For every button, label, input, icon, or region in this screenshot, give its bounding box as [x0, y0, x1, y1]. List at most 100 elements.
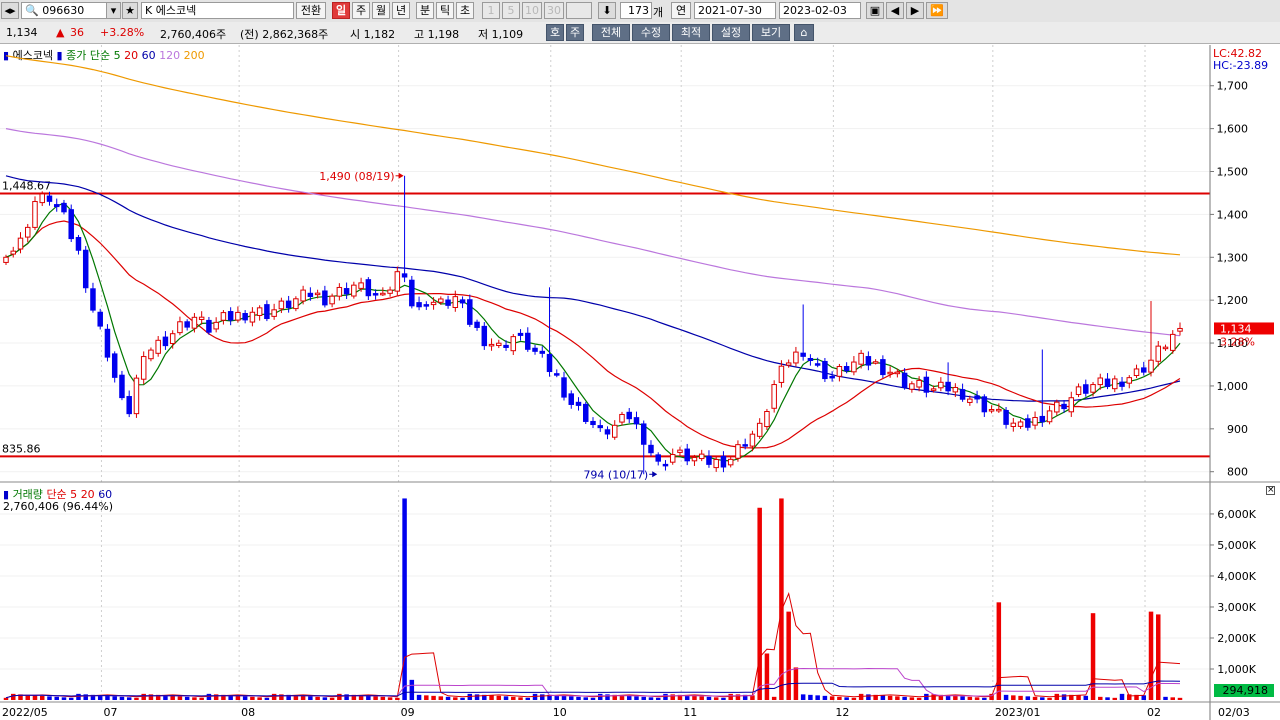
settings-button[interactable]: 설정 — [712, 24, 750, 41]
stock-code-input[interactable]: 🔍 096630 — [21, 2, 121, 19]
optimize-button[interactable]: 최적 — [672, 24, 710, 41]
volume-bar — [1141, 695, 1147, 700]
candle-body — [10, 250, 16, 255]
minute-1-button[interactable]: 1 — [482, 2, 500, 19]
arrow-left-icon[interactable]: ◀ — [886, 2, 904, 19]
x-tick-label: 02/03 — [1218, 706, 1250, 719]
period-month-button[interactable]: 월 — [372, 2, 390, 19]
count-field[interactable]: 173 — [620, 2, 652, 19]
x-tick-label: 2023/01 — [995, 706, 1041, 719]
volume-bar — [808, 694, 813, 700]
candle-body — [343, 288, 350, 295]
candlesticks — [3, 175, 1183, 475]
view-all-button[interactable]: 전체 — [592, 24, 630, 41]
candle-body — [698, 453, 705, 460]
candle-body — [1068, 397, 1075, 413]
volume-bar — [1148, 611, 1154, 700]
candle-body — [271, 309, 277, 317]
arrow-right-icon[interactable]: ▶ — [906, 2, 924, 19]
candle-body — [438, 298, 444, 303]
candle-body — [459, 299, 466, 304]
ma20-line — [5, 220, 1181, 449]
volume-bar — [453, 697, 458, 700]
minute-5-button[interactable]: 5 — [502, 2, 520, 19]
expand-icon[interactable]: ◂▸ — [1, 2, 19, 19]
ma20-label: 20 — [124, 49, 139, 62]
code-dropdown-icon[interactable]: ▾ — [106, 2, 121, 19]
end-date-field[interactable]: 2023-02-03 — [779, 2, 861, 19]
volume-bar — [264, 697, 270, 700]
volume-bar — [1156, 614, 1161, 700]
adjust-button[interactable]: 수정 — [632, 24, 670, 41]
period-second-button[interactable]: 초 — [456, 2, 474, 19]
quote-button-1[interactable]: 호 — [546, 24, 564, 41]
volume-tick-label: 1,000K — [1217, 663, 1256, 676]
candle-body — [785, 362, 792, 366]
volume-bar — [177, 696, 183, 700]
fast-forward-icon[interactable]: ⏩ — [926, 2, 948, 19]
volume-bar — [670, 694, 675, 700]
candle-body — [1119, 381, 1125, 387]
volume-bar — [221, 694, 226, 700]
save-disk-icon[interactable]: ▣ — [866, 2, 884, 19]
period-tick-button[interactable]: 틱 — [436, 2, 454, 19]
candle-body — [510, 336, 517, 352]
candle-body — [365, 279, 372, 297]
close-small-icon[interactable]: × — [1266, 485, 1275, 495]
candle-body — [148, 349, 154, 360]
candle-body — [1075, 386, 1082, 396]
candle-body — [358, 282, 364, 289]
volume-bar — [68, 697, 74, 700]
convert-button[interactable]: 전환 — [296, 2, 326, 19]
minute-30-button[interactable]: 30 — [544, 2, 564, 19]
custom-interval-field[interactable] — [566, 2, 592, 19]
volume-bar — [199, 697, 204, 700]
volume-bar — [554, 695, 560, 700]
volume-bar — [837, 696, 842, 700]
x-tick-label: 02 — [1147, 706, 1161, 719]
favorite-star-icon[interactable]: ★ — [122, 2, 138, 19]
minute-10-button[interactable]: 10 — [522, 2, 542, 19]
candle-body — [887, 371, 893, 375]
volume-bar — [141, 693, 146, 700]
period-day-button[interactable]: 일 — [332, 2, 350, 19]
candle-body — [191, 316, 198, 329]
last-price-box — [1214, 322, 1274, 335]
volume-bar — [742, 694, 748, 700]
ma60-label: 60 — [141, 49, 156, 62]
candle-body — [655, 454, 661, 462]
volume-bar — [692, 695, 697, 700]
candle-body — [104, 328, 111, 358]
download-arrow-icon[interactable]: ⬇ — [598, 2, 616, 19]
period-minute-button[interactable]: 분 — [416, 2, 434, 19]
date-mode-button[interactable]: 연 — [671, 2, 691, 19]
candle-body — [909, 383, 915, 390]
pin-icon[interactable]: ⌂ — [794, 24, 814, 41]
candle-body — [452, 296, 459, 309]
volume-bar — [924, 693, 929, 700]
volume-bar — [416, 694, 422, 700]
period-year-button[interactable]: 년 — [392, 2, 410, 19]
volume-bar — [76, 693, 81, 700]
stock-code-value: 096630 — [42, 4, 85, 17]
volume-bar — [1069, 694, 1074, 700]
period-week-button[interactable]: 주 — [352, 2, 370, 19]
candle-body — [938, 381, 944, 389]
candle-body — [488, 343, 495, 347]
candle-body — [242, 313, 248, 321]
volume-bar — [351, 694, 357, 700]
quote-button-2[interactable]: 주 — [566, 24, 584, 41]
candle-body — [184, 321, 190, 328]
annotation-label: 794 (10/17) — [583, 468, 648, 481]
candle-body — [285, 300, 292, 309]
volume-bar — [590, 697, 596, 700]
candle-body — [532, 347, 538, 352]
volume-bar — [32, 695, 38, 700]
view-button[interactable]: 보기 — [752, 24, 790, 41]
volume-tick-label: 5,000K — [1217, 539, 1256, 552]
start-date-field[interactable]: 2021-07-30 — [694, 2, 776, 19]
candle-body — [322, 290, 328, 306]
up-triangle-icon: ▲ — [56, 26, 65, 39]
volume-bar — [206, 693, 212, 700]
volume-bar — [445, 696, 451, 700]
